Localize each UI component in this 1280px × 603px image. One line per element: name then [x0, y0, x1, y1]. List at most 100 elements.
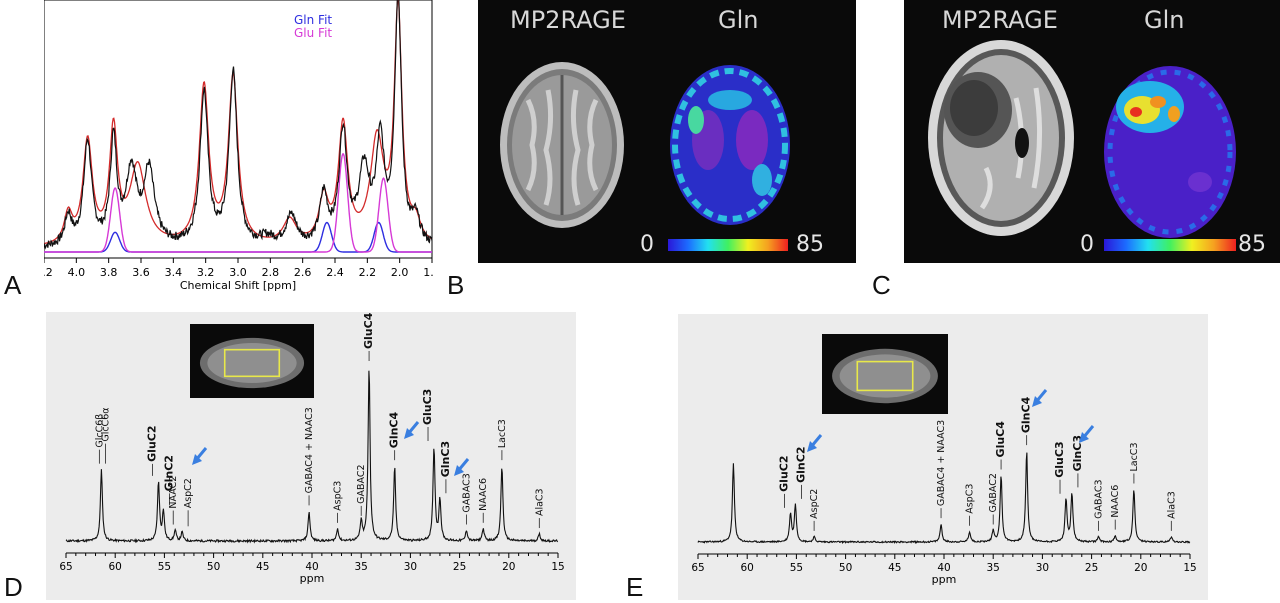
scale-max-label: 85: [1238, 232, 1266, 257]
chart-e-13c-spectrum: 65 60 55 50 45 40 35 30 25 20 15 ppm GluC2 GlnC2AspC2…: [691, 334, 1197, 586]
x-tick-label: 2.0: [391, 266, 409, 279]
peak-label: GlnC3: [439, 441, 452, 477]
peak-label: GlcC6α: [100, 407, 111, 441]
color-scale-bar: [1104, 239, 1236, 251]
x-tick-label: 4.2: [44, 266, 53, 279]
peak-label: LacC3: [1129, 443, 1140, 472]
peak-label: GABAC2: [988, 473, 999, 512]
x-tick-label: 35: [355, 561, 368, 573]
spectrum-series: [697, 452, 1191, 545]
x-tick-label: 2.6: [294, 266, 312, 279]
peak-label: GluC3: [1053, 441, 1066, 477]
x-tick-label: 30: [404, 561, 417, 573]
glu-fit-series: [44, 153, 432, 253]
plot-frame: [44, 0, 433, 259]
peak-label: GlnC3: [1071, 435, 1084, 471]
x-tick-label: 45: [888, 562, 901, 574]
x-tick-label: 40: [937, 562, 950, 574]
mri-panel-c: MP2RAGE Gln 0 85: [904, 0, 1280, 263]
x-tick-label: 20: [502, 561, 515, 573]
x-tick-label: 1.8: [423, 266, 434, 279]
mp2rage-label: MP2RAGE: [942, 6, 1058, 34]
x-tick-label: 3.6: [132, 266, 150, 279]
x-tick-label: 15: [551, 561, 564, 573]
x-tick-label: 45: [256, 561, 269, 573]
legend-glu-fit: Glu Fit: [294, 26, 332, 40]
peak-label: GlnC4: [1020, 396, 1033, 433]
highlight-arrow: [404, 421, 420, 439]
peak-label: GluC2: [145, 425, 158, 461]
gln-map-c: [1104, 66, 1236, 238]
x-tick-label: 3.0: [229, 266, 247, 279]
peak-label: AspC2: [183, 478, 194, 508]
x-tick-label: 55: [790, 562, 803, 574]
peak-label: GluC4: [994, 421, 1007, 458]
brain-inset-image: [190, 324, 314, 398]
gln-label: Gln: [1144, 6, 1185, 34]
x-axis-label: ppm: [932, 573, 957, 586]
x-tick-label: 55: [158, 561, 171, 573]
peak-label: GABAC2: [356, 464, 367, 503]
spectrum-series: [65, 370, 559, 544]
brain-t1-tumor-image: [928, 40, 1074, 236]
x-tick-label: 65: [59, 561, 72, 573]
highlight-arrow: [192, 447, 208, 465]
x-tick-label: 60: [109, 561, 122, 573]
legend-gln-fit: Gln Fit: [294, 13, 332, 27]
x-tick-label: 60: [741, 562, 754, 574]
peak-label: GABAC4 + NAAC3: [304, 407, 315, 493]
peak-label: GlcC6β: [94, 414, 105, 448]
panel-label-a: A: [4, 270, 22, 300]
mp2rage-label: MP2RAGE: [510, 6, 626, 34]
highlight-arrow: [807, 434, 823, 452]
peak-label: AlaC3: [1166, 491, 1177, 519]
peak-label: AspC3: [965, 484, 976, 514]
x-tick-label: 25: [1085, 562, 1098, 574]
model-fit-series: [44, 0, 433, 245]
observed-spectrum-series: [44, 0, 433, 250]
x-tick-label: 2.8: [262, 266, 280, 279]
x-tick-label: 40: [305, 561, 318, 573]
scale-min-label: 0: [1080, 232, 1094, 257]
highlight-arrow: [1079, 425, 1095, 443]
x-axis-label: Chemical Shift [ppm]: [180, 279, 296, 292]
panel-label-b: B: [447, 270, 465, 300]
x-tick-label: 50: [839, 562, 852, 574]
x-tick-label: 30: [1036, 562, 1049, 574]
peak-label: GABAC4 + NAAC3: [936, 420, 947, 506]
scale-min-label: 0: [640, 232, 654, 257]
roi-box: [856, 360, 914, 392]
chart-a-spectrum: 4.2 4.0 3.8 3.6 3.4 3.2 3.0 2.8 2.6 2.4 2.2 2.0 1.8 C…: [44, 0, 434, 292]
roi-box: [223, 348, 281, 378]
x-tick-label: 65: [691, 562, 704, 574]
x-tick-label: 2.4: [326, 266, 344, 279]
peak-label: GluC4: [362, 312, 375, 349]
brain-inset-image: [822, 334, 948, 414]
peak-label: GluC2: [777, 455, 790, 491]
panel-label-d: D: [4, 572, 23, 602]
peak-label: GABAC3: [1093, 479, 1104, 518]
panel-label-e: E: [626, 572, 644, 602]
x-tick-label: 2.2: [359, 266, 377, 279]
x-tick-label: 4.0: [68, 266, 86, 279]
panel-label-c: C: [872, 270, 891, 300]
x-tick-label: 3.2: [197, 266, 215, 279]
peak-label: GlnC2: [162, 455, 175, 491]
peak-label: GlnC2: [794, 447, 807, 483]
peak-label: NAAC6: [1110, 485, 1121, 518]
brain-t1-image: [500, 62, 624, 228]
x-tick-label: 15: [1183, 562, 1196, 574]
scale-max-label: 85: [796, 232, 824, 257]
x-tick-label: 25: [453, 561, 466, 573]
x-tick-label: 35: [987, 562, 1000, 574]
color-scale-bar: [668, 239, 788, 251]
highlight-arrow: [454, 458, 470, 476]
x-tick-label: 3.8: [100, 266, 118, 279]
peak-label: GlnC4: [388, 411, 401, 448]
gln-label: Gln: [718, 6, 759, 34]
peak-label: GABAC3: [461, 473, 472, 512]
peak-label: LacC3: [497, 419, 508, 448]
peak-label: NAAC2: [168, 476, 179, 509]
highlight-arrow: [1032, 389, 1048, 407]
